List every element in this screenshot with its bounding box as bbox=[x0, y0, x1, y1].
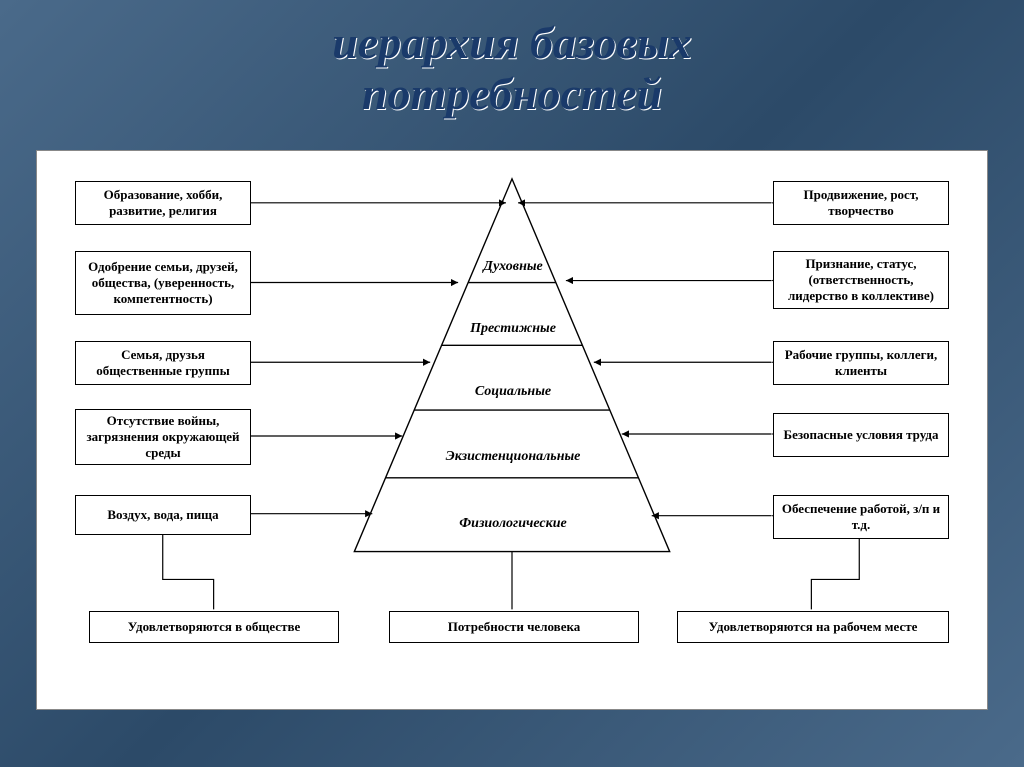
right-box: Признание, статус, (ответственность, лид… bbox=[773, 251, 949, 309]
pyramid-outline bbox=[354, 179, 669, 552]
left-box: Образование, хобби, развитие, религия bbox=[75, 181, 251, 225]
pyramid-level-label: Престижные bbox=[413, 321, 613, 337]
title-line-2: потребностей bbox=[362, 68, 662, 119]
right-box: Рабочие группы, коллеги, клиенты bbox=[773, 341, 949, 385]
pyramid-level-label: Духовные bbox=[413, 259, 613, 275]
bottom-box: Удовлетворяются в обществе bbox=[89, 611, 339, 643]
pyramid-level-label: Экзистенциональные bbox=[413, 449, 613, 465]
left-box: Воздух, вода, пища bbox=[75, 495, 251, 535]
bottom-box: Потребности человека bbox=[389, 611, 639, 643]
bottom-box: Удовлетворяются на рабочем месте bbox=[677, 611, 949, 643]
right-box: Безопасные условия труда bbox=[773, 413, 949, 457]
bottom-connectors bbox=[163, 534, 860, 610]
title-line-1: иерархия базовых bbox=[332, 17, 692, 68]
diagram-area: Духовные Престижные Социальные Экзистенцион… bbox=[36, 150, 988, 710]
left-box: Семья, друзья общественные группы bbox=[75, 341, 251, 385]
left-box: Отсутствие войны, загрязнения окружающей… bbox=[75, 409, 251, 465]
arrows-left bbox=[251, 203, 506, 514]
pyramid-level-label: Физиологические bbox=[413, 516, 613, 532]
left-box: Одобрение семьи, друзей, общества, (увер… bbox=[75, 251, 251, 315]
page-title: иерархия базовых потребностей bbox=[0, 18, 1024, 119]
right-box: Продвижение, рост, творчество bbox=[773, 181, 949, 225]
pyramid-level-label: Социальные bbox=[413, 384, 613, 400]
right-box: Обеспечение работой, з/п и т.д. bbox=[773, 495, 949, 539]
arrows-right bbox=[518, 203, 771, 516]
